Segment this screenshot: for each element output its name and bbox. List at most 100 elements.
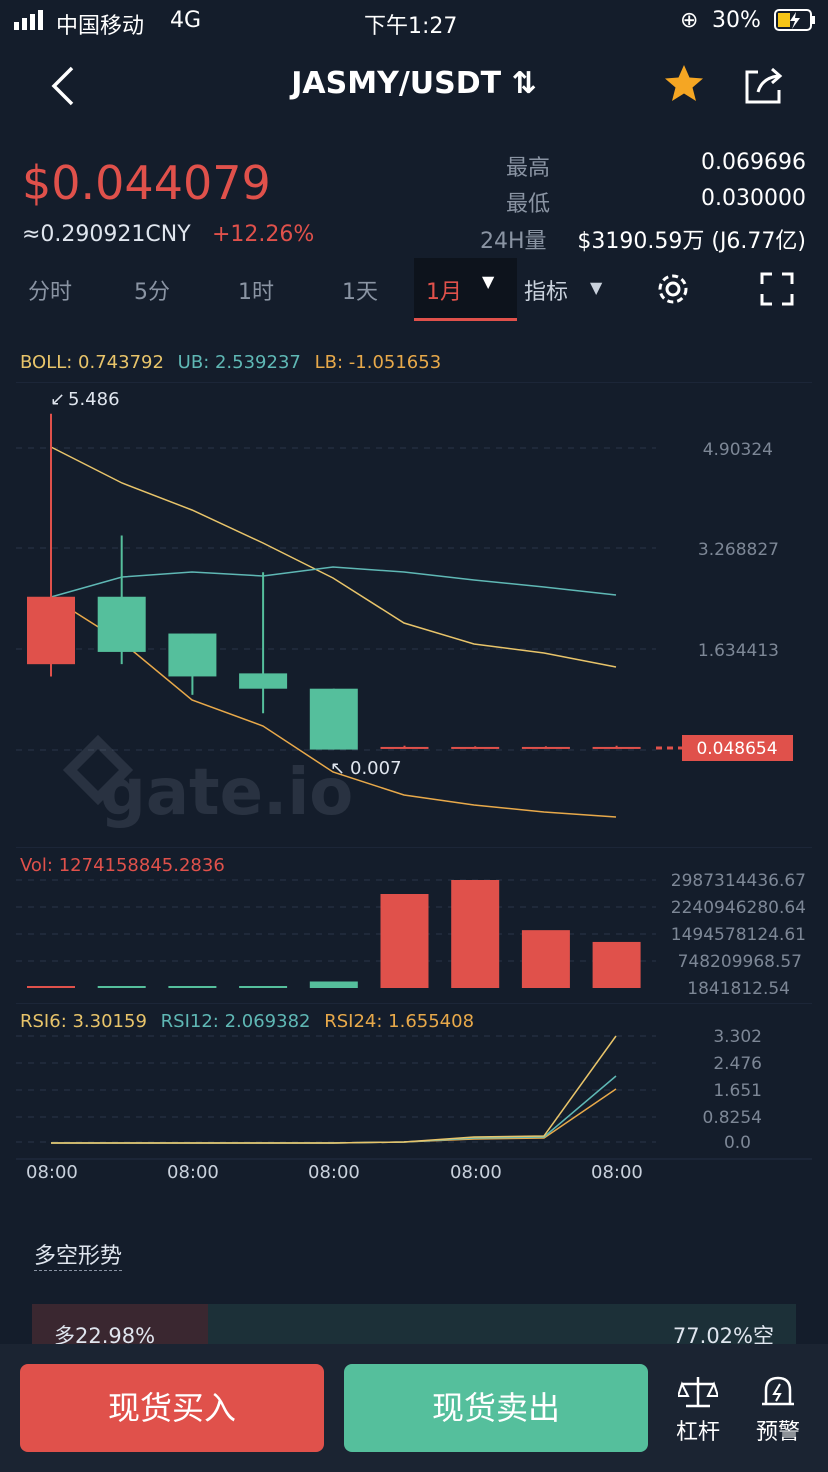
rsi-axis-label: 0.8254: [703, 1108, 762, 1128]
boll-ub-value: UB: 2.539237: [177, 352, 301, 373]
carrier: 中国移动: [56, 14, 145, 39]
volume-bar: [451, 880, 500, 988]
tab-timeshare[interactable]: 分时: [28, 280, 73, 305]
fullscreen-icon[interactable]: [760, 272, 794, 310]
candle-body: [592, 746, 641, 749]
min-price-marker: 0.007: [350, 758, 402, 779]
rsi-axis-label: 0.0: [724, 1133, 751, 1153]
boll-lower-line: [50, 596, 617, 818]
rsi12-line: [51, 1075, 617, 1144]
rsi-axis-label: 1.651: [713, 1081, 762, 1101]
buy-button[interactable]: 现货买入: [20, 1364, 324, 1452]
tab-indicators[interactable]: 指标: [524, 280, 569, 305]
current-price-tag: [682, 735, 793, 761]
alert-button[interactable]: 预警: [748, 1374, 808, 1454]
volume-24h-label: 24H量: [480, 229, 547, 254]
rsi24-value: RSI24: 1.655408: [324, 1011, 475, 1032]
boll-upper-line: [50, 566, 617, 598]
price-axis-label: 1.634413: [698, 641, 779, 661]
tab-1day[interactable]: 1天: [342, 280, 378, 305]
candle-body: [309, 688, 358, 750]
rsi-chart[interactable]: 3.302 2.476 1.651 0.8254 0.0: [16, 1022, 812, 1162]
bell-alert-icon: [762, 1376, 794, 1406]
sell-button[interactable]: 现货卖出: [344, 1364, 648, 1452]
rotation-lock-icon: ⊕: [680, 8, 699, 33]
volume-axis-label: 1841812.54: [687, 979, 790, 999]
favorite-star-icon[interactable]: [662, 62, 706, 110]
candle-body: [168, 633, 217, 677]
volume-bar: [27, 986, 75, 988]
leverage-label: 杠杆: [675, 1420, 720, 1445]
candle-body: [27, 596, 75, 665]
volume-axis-label: 1494578124.61: [671, 925, 806, 945]
boll-lb-value: LB: -1.051653: [314, 352, 442, 373]
boll-value: BOLL: 0.743792: [20, 352, 164, 373]
clock: 下午1:27: [364, 14, 458, 39]
low-value: 0.030000: [701, 186, 806, 211]
high-label: 最高: [506, 156, 551, 181]
rsi12-value: RSI12: 2.069382: [160, 1011, 311, 1032]
low-label: 最低: [506, 192, 551, 217]
candle-body: [239, 673, 288, 689]
candle-body: [521, 746, 570, 749]
interval-tabs: 分时 5分 1时 1天 1月 ▼ 指标 ▼: [0, 258, 828, 321]
time-axis-label: 08:00: [450, 1162, 502, 1183]
max-price-marker: 5.486: [68, 389, 120, 410]
candle-body: [451, 746, 500, 749]
volume-axis-label: 748209968.57: [678, 952, 802, 972]
bottom-action-bar: 现货买入 现货卖出 杠杆 预警: [0, 1344, 828, 1472]
price-axis-label: 4.90324: [703, 440, 773, 460]
change-percent: +12.26%: [212, 222, 315, 247]
settings-gear-icon[interactable]: [654, 270, 692, 312]
share-icon[interactable]: [742, 64, 786, 112]
rsi24-line: [51, 1088, 617, 1144]
rsi-axis-label: 2.476: [713, 1054, 762, 1074]
status-bar: 中国移动 4G 下午1:27 ⊕ 30%: [0, 0, 828, 44]
rsi6-value: RSI6: 3.30159: [20, 1011, 147, 1032]
signal-icon: [14, 10, 48, 36]
network: 4G: [170, 8, 202, 33]
candlestick-chart[interactable]: gate.io 5.486 ↙ ↖ 0.007 4.90324 3.268827…: [16, 382, 812, 848]
min-arrow-icon: ↖: [330, 758, 345, 779]
cny-price: ≈0.290921CNY: [22, 222, 191, 247]
long-ratio-fill: [32, 1304, 208, 1348]
volume-24h-value: $3190.59万 (J6.77亿): [577, 229, 806, 254]
nav-bar: JASMY/USDT ⇅: [0, 44, 828, 128]
leverage-button[interactable]: 杠杆: [668, 1374, 728, 1454]
time-axis-label: 08:00: [167, 1162, 219, 1183]
balance-scale-icon: [676, 1377, 720, 1408]
back-button[interactable]: [48, 64, 78, 112]
rsi6-line: [51, 1035, 617, 1144]
max-arrow-icon: ↙: [50, 389, 65, 410]
indicator-dropdown-icon[interactable]: ▼: [590, 278, 603, 297]
time-axis-label: 08:00: [308, 1162, 360, 1183]
candle-body: [380, 746, 429, 749]
volume-axis-label: 2987314436.67: [671, 871, 806, 891]
tab-1month[interactable]: 1月 ▼: [414, 258, 517, 321]
volume-bar: [97, 986, 146, 988]
rsi-axis-label: 3.302: [713, 1027, 762, 1047]
tab-1hour[interactable]: 1时: [238, 280, 274, 305]
alert-label: 预警: [755, 1420, 800, 1445]
last-price: $0.044079: [22, 156, 271, 210]
volume-bar: [309, 981, 358, 988]
volume-chart[interactable]: 2987314436.67 2240946280.64 1494578124.6…: [16, 870, 812, 1004]
current-price-value: 0.048654: [696, 739, 777, 759]
volume-value: Vol: 1274158845.2836: [20, 855, 225, 876]
time-axis-label: 08:00: [591, 1162, 643, 1183]
boll-mid-line: [50, 446, 617, 668]
battery-icon: [774, 8, 816, 38]
time-axis-label: 08:00: [26, 1162, 78, 1183]
dropdown-icon: ▼: [482, 272, 495, 291]
volume-bar: [168, 986, 217, 988]
high-value: 0.069696: [701, 150, 806, 175]
page-title[interactable]: JASMY/USDT ⇅: [291, 66, 537, 101]
svg-text:gate.io: gate.io: [100, 756, 353, 830]
price-axis-label: 3.268827: [698, 540, 779, 560]
volume-bar: [380, 894, 429, 988]
volume-axis-label: 2240946280.64: [671, 898, 806, 918]
tab-5min[interactable]: 5分: [134, 280, 170, 305]
sentiment-title[interactable]: 多空形势: [34, 1238, 123, 1271]
candle-body: [97, 596, 146, 652]
battery-percent: 30%: [712, 8, 761, 33]
